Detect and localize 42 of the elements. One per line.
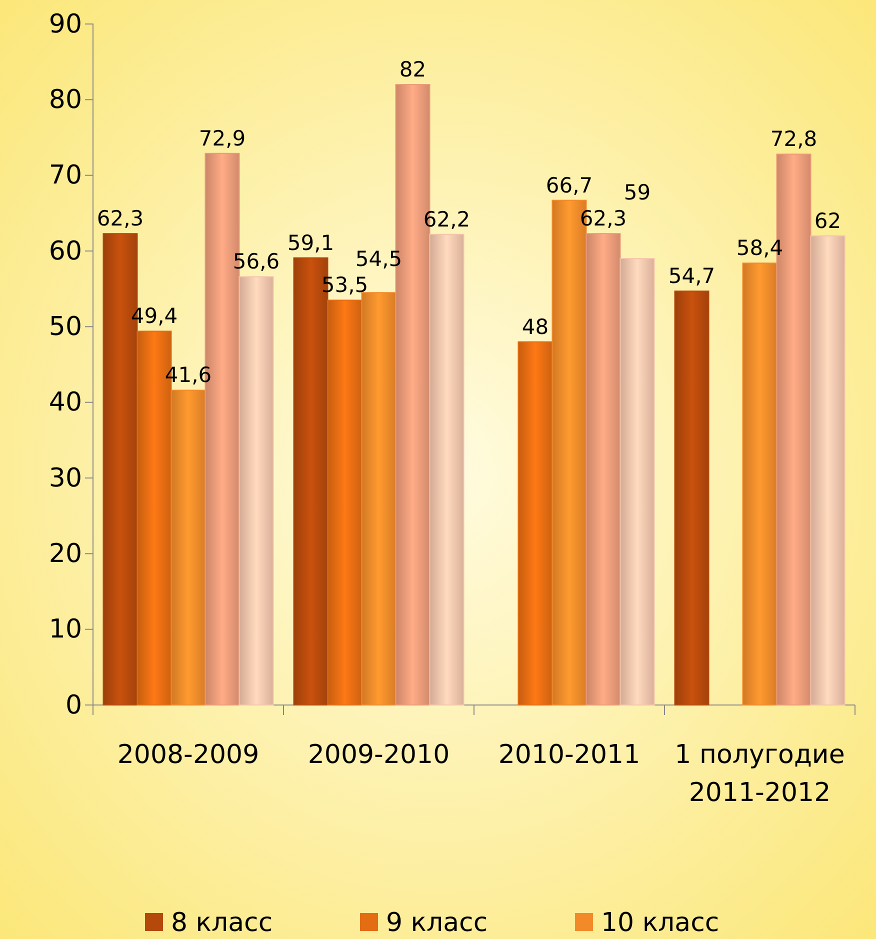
legend-label: 8 класс bbox=[171, 908, 273, 938]
bar bbox=[327, 300, 362, 706]
data-label: 62,3 bbox=[580, 206, 627, 231]
data-label: 72,9 bbox=[198, 126, 246, 150]
bar bbox=[620, 258, 655, 706]
y-tick-label: 80 bbox=[48, 84, 82, 115]
data-label: 62,3 bbox=[96, 206, 144, 231]
data-label: 58,4 bbox=[736, 236, 784, 260]
data-label: 59,1 bbox=[287, 230, 334, 255]
bar bbox=[674, 290, 710, 706]
data-label: 72,8 bbox=[770, 127, 818, 152]
data-label: 62 bbox=[814, 208, 842, 233]
y-tick-label: 60 bbox=[48, 236, 82, 266]
x-tick-label: 2008-2009 bbox=[117, 740, 260, 770]
data-label: 56,6 bbox=[232, 250, 280, 274]
data-label: 82 bbox=[399, 58, 426, 82]
legend-label: 10 класс bbox=[601, 908, 720, 938]
legend-label: 9 класс bbox=[386, 908, 488, 938]
data-label: 48 bbox=[522, 314, 549, 339]
y-tick-label: 70 bbox=[48, 160, 82, 191]
x-tick-label: 2010-2011 bbox=[498, 740, 640, 770]
y-tick-label: 10 bbox=[48, 614, 82, 645]
y-tick-label: 30 bbox=[48, 463, 82, 494]
y-tick-label: 40 bbox=[48, 388, 82, 418]
data-label: 54,7 bbox=[668, 264, 716, 288]
data-label: 66,7 bbox=[546, 173, 593, 198]
bar bbox=[238, 276, 274, 706]
y-tick-label: 20 bbox=[48, 538, 82, 569]
bar bbox=[810, 235, 846, 706]
bar bbox=[429, 234, 464, 706]
y-tick-label: 50 bbox=[48, 312, 82, 342]
data-label: 54,5 bbox=[355, 247, 402, 272]
x-tick-label: 1 полугодие 2011-2012 bbox=[674, 740, 845, 808]
bar bbox=[742, 262, 778, 706]
bar bbox=[170, 390, 206, 706]
x-tick-label: 2009-2010 bbox=[308, 740, 450, 770]
y-tick-label: 90 bbox=[48, 9, 82, 40]
data-label: 62,2 bbox=[423, 207, 470, 232]
bar bbox=[518, 341, 553, 706]
bar bbox=[586, 233, 621, 706]
data-label: 59 bbox=[624, 180, 651, 205]
y-tick-label: 0 bbox=[65, 690, 82, 720]
